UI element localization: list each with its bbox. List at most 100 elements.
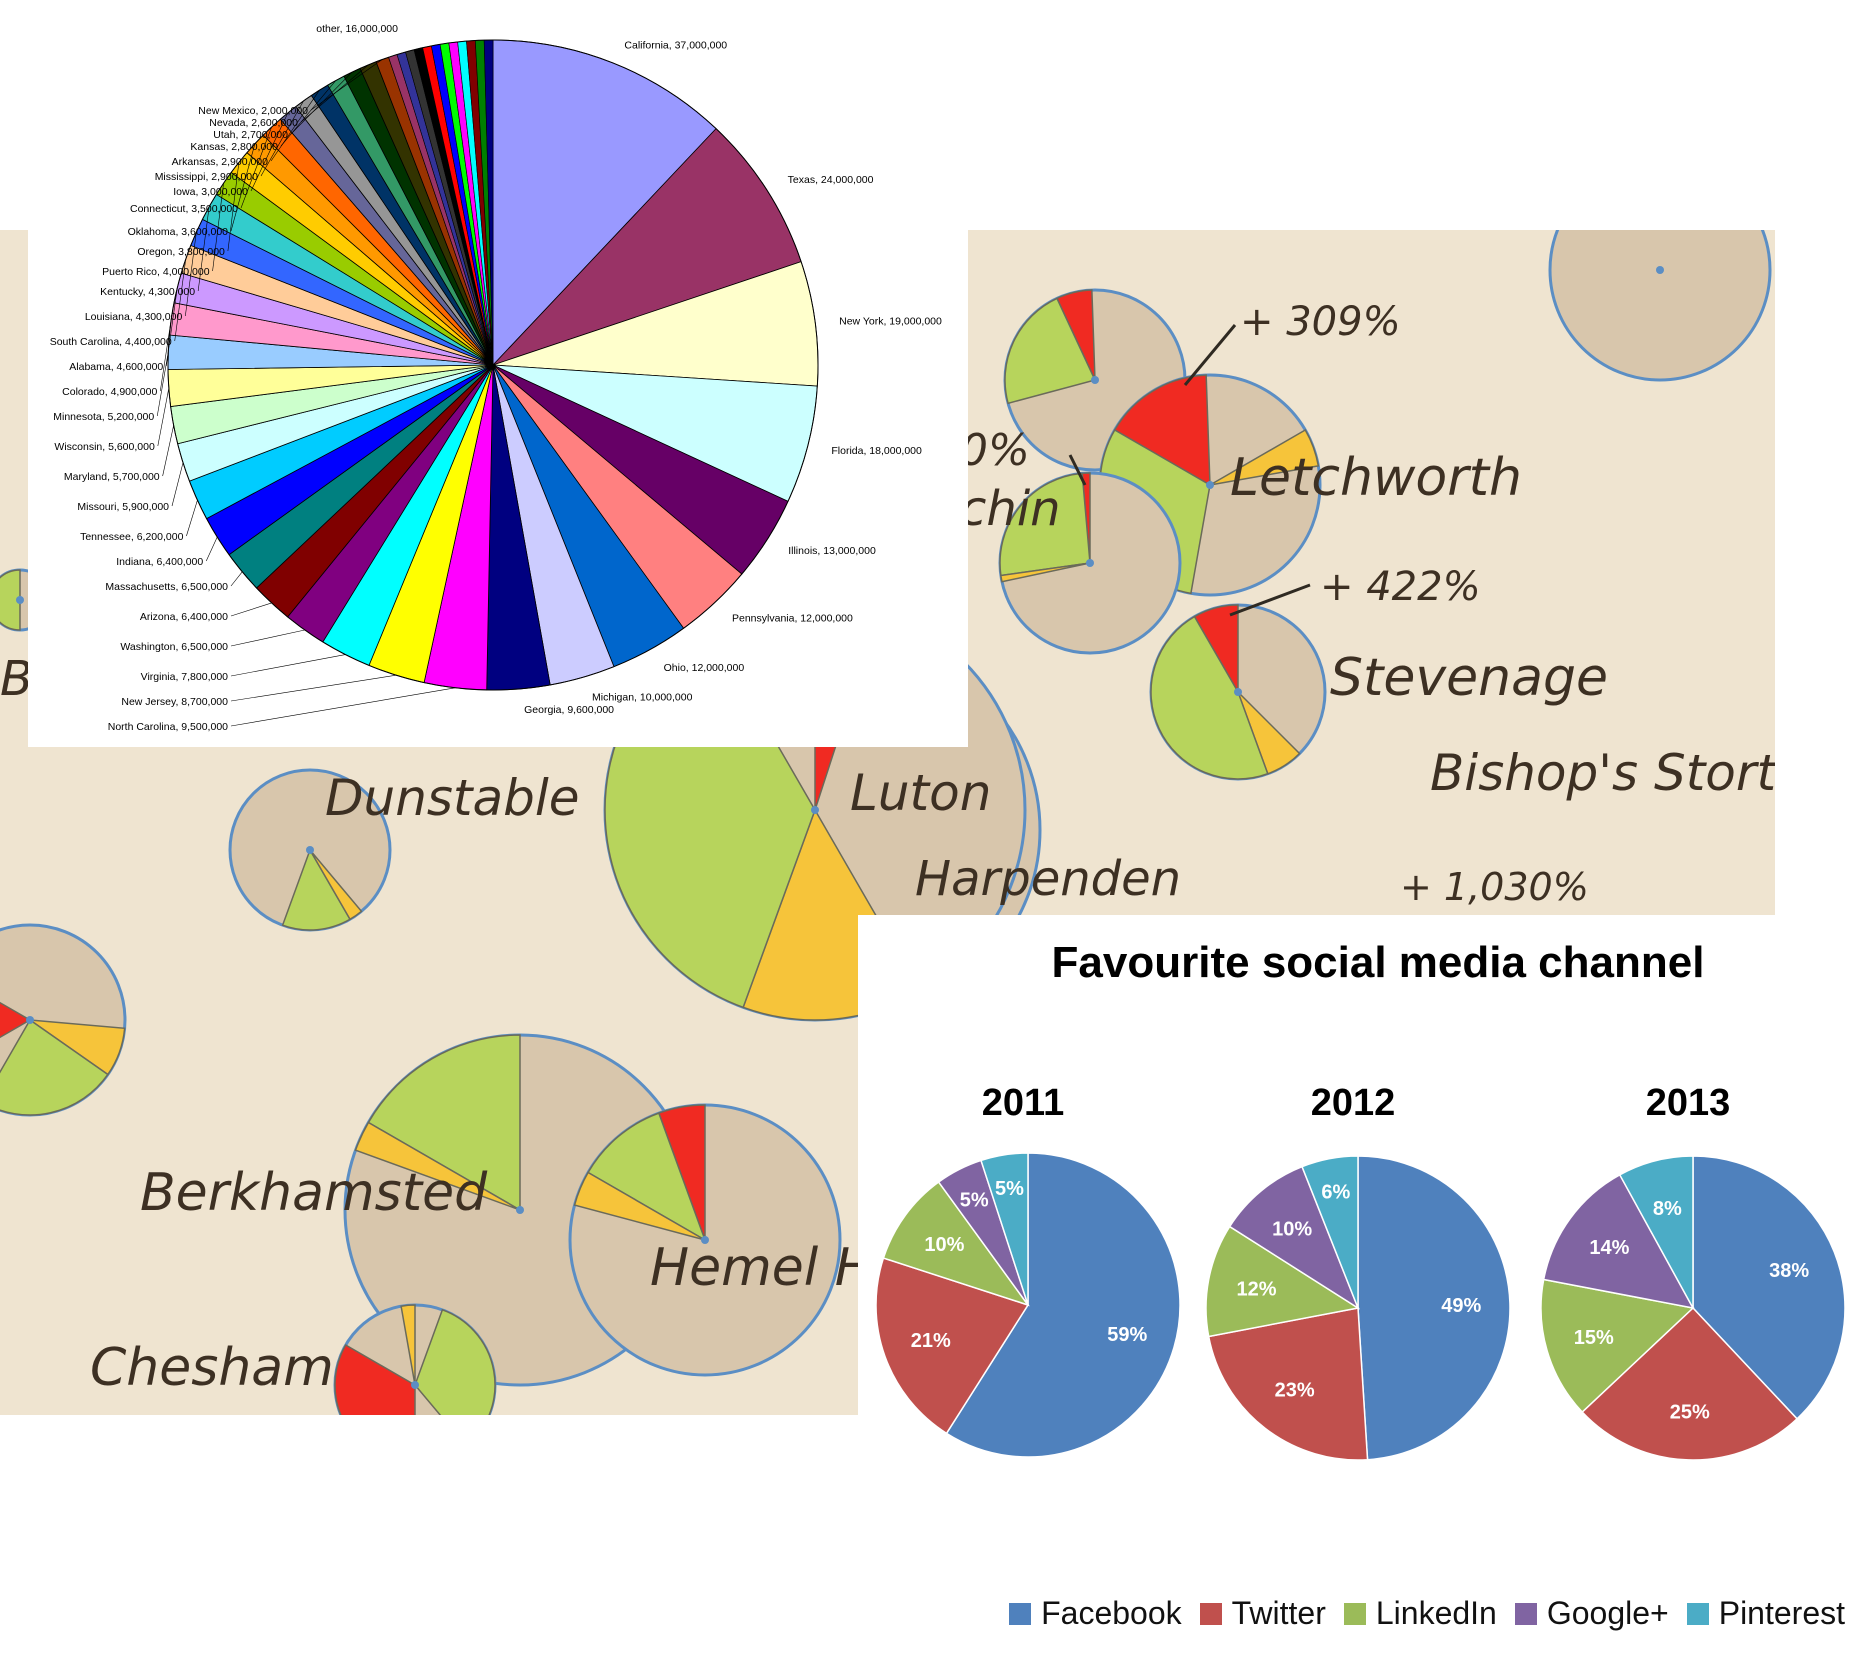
map-town-label: Letchworth	[1230, 448, 1522, 508]
pie-slice-linkedin	[1540, 1278, 1695, 1414]
pie-slice-label: Florida, 18,000,000	[831, 445, 922, 457]
pie-data-label: 21%	[911, 1330, 951, 1352]
pie-slice-googleplus	[1228, 1165, 1360, 1310]
pie-leader-line	[157, 388, 170, 447]
pie-leader-line	[230, 143, 256, 232]
legend-item-facebook: Facebook	[1009, 1595, 1182, 1632]
map-town-center	[811, 806, 819, 814]
map-town-center	[1234, 688, 1242, 696]
pie-leader-line	[270, 90, 320, 162]
pie-data-label: 23%	[1275, 1380, 1315, 1402]
pie-slice-pinterest	[1301, 1155, 1359, 1309]
pie-slice-facebook	[1692, 1155, 1846, 1420]
map-town-center	[306, 846, 314, 854]
map-town-wedge	[309, 849, 363, 921]
pie-slice-label: Mississippi, 2,900,000	[155, 171, 258, 183]
pie-data-label: 5%	[995, 1178, 1024, 1200]
map-town-label: Dunstable	[325, 769, 580, 827]
pie-slice-label: Oklahoma, 3,600,000	[128, 226, 229, 238]
map-town-wedge	[354, 1121, 521, 1211]
legend-label: Facebook	[1041, 1595, 1182, 1631]
pie-leader-line	[171, 462, 184, 507]
legend-item-googleplus: Google+	[1514, 1595, 1669, 1632]
pie-data-label: 8%	[1653, 1198, 1682, 1220]
pie-data-label: 15%	[1574, 1327, 1614, 1349]
pie-slice-label: Missouri, 5,900,000	[77, 501, 169, 513]
map-town-wedge	[1113, 374, 1211, 487]
pie-slice-label: Maryland, 5,700,000	[64, 471, 160, 483]
pie-slice-twitter	[1581, 1306, 1799, 1461]
pie-leader-line	[230, 674, 397, 702]
pie-data-label: 10%	[1272, 1218, 1312, 1240]
chart-title: Favourite social media channel	[1052, 938, 1705, 987]
legend-swatch	[1686, 1602, 1709, 1625]
map-town-center	[1656, 266, 1664, 274]
pie-leader-line	[230, 654, 346, 677]
pie-slice-googleplus	[1542, 1173, 1695, 1310]
map-town-wedge	[281, 848, 352, 931]
pie-slice-label: Illinois, 13,000,000	[788, 545, 876, 557]
map-town-wedge	[0, 1018, 109, 1116]
pie-data-label: 25%	[1670, 1401, 1710, 1423]
pie-leader-line	[185, 232, 197, 317]
pie-slice-label: Indiana, 6,400,000	[116, 556, 203, 568]
pie-slice-facebook	[945, 1152, 1181, 1458]
pie-slice-label: Washington, 6,500,000	[120, 641, 228, 653]
pie-data-label: 59%	[1107, 1324, 1147, 1346]
pie-data-label: 10%	[924, 1234, 964, 1256]
map-town-wedge	[367, 1034, 521, 1212]
pie-slice-label: other, 16,000,000	[316, 23, 398, 35]
legend-item-twitter: Twitter	[1199, 1595, 1326, 1632]
pie-slice-pinterest	[980, 1152, 1029, 1306]
chart-legend: Facebook Twitter LinkedIn Google+ Pinter…	[1009, 1595, 1845, 1632]
legend-swatch	[1009, 1602, 1032, 1625]
pie-leader-line	[230, 571, 243, 587]
pie-slice-pinterest	[1618, 1155, 1694, 1309]
pie-year-title: 2013	[1646, 1082, 1731, 1124]
pie-slice-label: Minnesota, 5,200,000	[53, 411, 154, 423]
map-growth-annotation: 0%	[960, 425, 1030, 476]
pie-slice-label: Tennessee, 6,200,000	[80, 531, 183, 543]
social-media-chart-panel: Favourite social media channel 2011 59% 21…	[858, 915, 1867, 1670]
pie-slice-label: Kansas, 2,800,000	[190, 141, 278, 153]
pie-slice-facebook	[1357, 1155, 1511, 1461]
map-town-wedge	[1150, 615, 1269, 780]
map-arrow	[1229, 583, 1311, 617]
pie-leader-line	[156, 352, 169, 417]
map-town-wedge	[0, 1001, 32, 1039]
pie-slice-label: Texas, 24,000,000	[788, 174, 874, 186]
map-town-center	[1091, 376, 1099, 384]
pie-leader-line	[290, 71, 353, 135]
pie-leader-line	[230, 602, 272, 617]
map-town-wedge	[1000, 562, 1091, 583]
map-town-center	[516, 1206, 524, 1214]
pie-slice-label: California, 37,000,000	[624, 39, 727, 51]
pie-slice-label: Iowa, 3,000,000	[173, 186, 248, 198]
pie-slice-label: North Carolina, 9,500,000	[108, 721, 228, 733]
pie-slice-twitter	[1207, 1307, 1369, 1461]
map-growth-annotation: + 309%	[1240, 299, 1401, 345]
pie-slice-label: New Mexico, 2,000,000	[198, 105, 308, 117]
pie-slice-label: Ohio, 12,000,000	[664, 662, 745, 674]
pie-data-label: 5%	[960, 1189, 989, 1211]
map-town-wedge	[999, 472, 1091, 577]
map-town-circle	[1548, 230, 1772, 382]
pie-slice-label: Colorado, 4,900,000	[62, 386, 157, 398]
pie-slice-label: Alabama, 4,600,000	[69, 361, 163, 373]
pie-slice-label: New Jersey, 8,700,000	[121, 696, 228, 708]
map-town-wedge	[0, 569, 21, 631]
pie-leader-line	[165, 287, 178, 367]
pie-data-label: 12%	[1236, 1279, 1276, 1301]
pie-slice-label: Connecticut, 3,500,000	[130, 203, 238, 215]
map-town-label: Harpenden	[915, 851, 1181, 907]
pie-slice-label: Arizona, 6,400,000	[140, 611, 228, 623]
pie-leader-line	[227, 162, 240, 252]
legend-item-pinterest: Pinterest	[1686, 1595, 1845, 1632]
map-town-center	[1206, 481, 1214, 489]
pie-slice-label: South Carolina, 4,400,000	[50, 336, 172, 348]
pie-leader-line	[310, 59, 383, 111]
pie-leader-line	[162, 425, 174, 477]
pie-leader-line	[250, 112, 289, 192]
pie-slice-label: Louisiana, 4,300,000	[85, 311, 183, 323]
legend-swatch	[1514, 1602, 1537, 1625]
